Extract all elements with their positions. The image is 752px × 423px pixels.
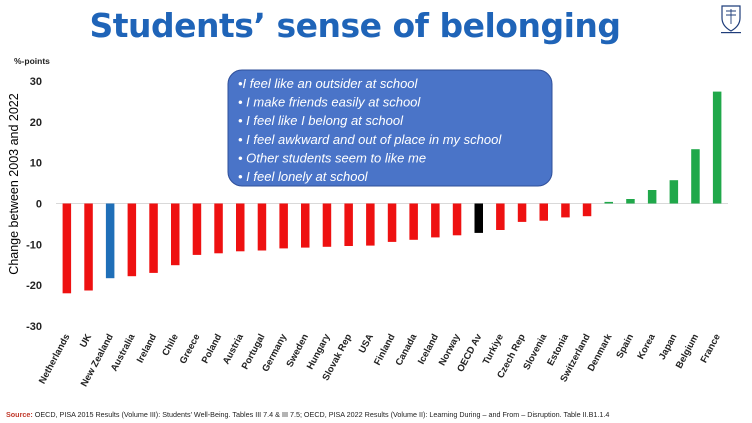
bar <box>344 203 353 246</box>
category-label: Netherlands <box>37 332 72 386</box>
bar <box>712 91 722 204</box>
category-label: Japan <box>657 332 680 362</box>
bar <box>561 203 570 218</box>
bar <box>626 199 635 204</box>
callout-item: • I feel like I belong at school <box>238 113 404 128</box>
y-tick-label: -20 <box>26 280 42 292</box>
bar <box>214 203 223 254</box>
source-prefix: Source: <box>6 410 33 419</box>
bar <box>582 203 592 217</box>
bar <box>669 180 679 204</box>
callout-item: • I feel awkward and out of place in my … <box>238 132 502 147</box>
bar <box>62 203 72 294</box>
bar <box>322 203 332 247</box>
bar <box>127 203 137 277</box>
bar <box>149 203 158 273</box>
category-label: Canada <box>394 332 420 368</box>
bar <box>539 203 548 221</box>
bar <box>691 149 700 204</box>
bar <box>474 203 483 233</box>
callout-item: • I feel lonely at school <box>238 169 369 184</box>
bar <box>517 203 527 222</box>
category-label: France <box>699 332 723 365</box>
callout-box <box>227 69 553 187</box>
survey-items-callout: •I feel like an outsider at school • I ma… <box>227 69 553 187</box>
bar <box>301 203 310 248</box>
source-text: OECD, PISA 2015 Results (Volume III): St… <box>34 410 610 419</box>
bar <box>192 203 202 255</box>
bar <box>279 203 288 249</box>
bar <box>604 201 613 204</box>
bar <box>387 203 397 242</box>
category-label: Korea <box>635 332 658 362</box>
bar <box>647 190 657 204</box>
category-label: UK <box>78 332 94 349</box>
bar <box>257 203 267 251</box>
callout-item: • I make friends easily at school <box>238 95 421 110</box>
y-tick-label: 10 <box>30 158 42 170</box>
y-tick-label: -10 <box>26 239 42 251</box>
bar <box>171 203 180 266</box>
category-label: Chile <box>160 332 181 358</box>
bar <box>366 203 375 246</box>
bar <box>236 203 245 252</box>
university-crest-icon <box>721 5 741 34</box>
source-note: Source: OECD, PISA 2015 Results (Volume … <box>6 410 751 419</box>
y-unit-label: %-points <box>14 56 50 66</box>
y-tick-label: 0 <box>36 199 42 211</box>
bar <box>409 203 418 240</box>
y-tick-label: -30 <box>26 321 42 333</box>
category-label: USA <box>357 332 376 355</box>
bar <box>431 203 440 238</box>
y-tick-label: 30 <box>30 76 42 88</box>
bar <box>452 203 462 236</box>
category-label: Ireland <box>135 332 159 365</box>
y-tick-label: 20 <box>30 117 42 129</box>
y-axis-label: Change between 2003 and 2022 <box>7 93 21 274</box>
callout-item: • Other students seem to like me <box>238 150 426 165</box>
bar <box>105 203 115 279</box>
bar <box>84 203 93 291</box>
page-title: Students’ sense of belonging <box>89 6 621 45</box>
callout-item: •I feel like an outsider at school <box>238 76 419 91</box>
bar <box>496 203 505 230</box>
category-label: Spain <box>614 332 636 360</box>
